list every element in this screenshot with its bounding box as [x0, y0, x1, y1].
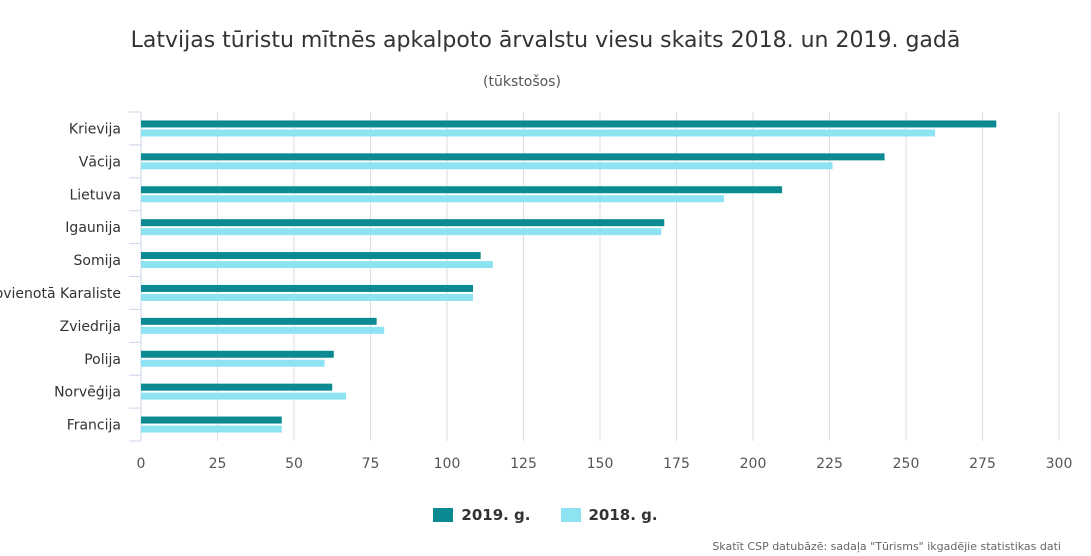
x-tick-label-225: 225: [816, 456, 843, 472]
bar-2019: [141, 350, 334, 358]
x-tick-label-75: 75: [362, 456, 380, 472]
category-label: Igaunija: [65, 220, 121, 236]
bar-2019: [141, 153, 885, 161]
bar-2018: [141, 359, 325, 367]
chart-subtitle: (tūkstošos): [483, 74, 561, 90]
category-label: Francija: [67, 418, 121, 434]
bar-2018: [141, 392, 347, 400]
bar-2018: [141, 195, 724, 203]
x-tick-label-275: 275: [969, 456, 996, 472]
category-label: Krievija: [69, 121, 121, 137]
legend-item-2019[interactable]: 2019. g.: [433, 506, 531, 524]
x-tick-label-25: 25: [209, 456, 227, 472]
chart-title: Latvijas tūristu mītnēs apkalpoto ārvals…: [130, 28, 961, 53]
bar-2018: [141, 261, 493, 269]
bar-2018: [141, 293, 474, 301]
category-label: Norvēģija: [54, 385, 121, 401]
bar-2019: [141, 383, 333, 391]
legend: 2019. g. 2018. g.: [0, 506, 1091, 524]
x-tick-label-150: 150: [587, 456, 614, 472]
bar-2019: [141, 219, 665, 227]
x-tick-label-200: 200: [740, 456, 767, 472]
legend-swatch-2018: [560, 508, 581, 522]
category-label: Polija: [84, 352, 121, 368]
bar-2019: [141, 416, 282, 424]
legend-item-2018[interactable]: 2018. g.: [560, 506, 658, 524]
category-label: Somija: [74, 253, 121, 269]
bar-2019: [141, 186, 783, 194]
bar-2019: [141, 120, 997, 128]
x-tick-label-50: 50: [285, 456, 303, 472]
x-tick-label-100: 100: [434, 456, 461, 472]
category-label: Apvienotā Karaliste: [0, 286, 121, 302]
bar-2018: [141, 228, 662, 236]
bar-2019: [141, 317, 377, 325]
bar-2019: [141, 284, 474, 292]
x-tick-label-125: 125: [510, 456, 537, 472]
category-label: Lietuva: [69, 187, 121, 203]
category-label: Vācija: [79, 154, 121, 170]
legend-swatch-2019: [433, 508, 454, 522]
bar-2019: [141, 252, 481, 260]
legend-label-2019: 2019. g.: [461, 506, 531, 524]
bar-2018: [141, 425, 282, 433]
x-tick-label-0: 0: [137, 456, 146, 472]
legend-label-2018: 2018. g.: [588, 506, 658, 524]
x-tick-label-300: 300: [1046, 456, 1073, 472]
bar-2018: [141, 326, 385, 334]
x-tick-label-175: 175: [663, 456, 690, 472]
x-tick-label-250: 250: [893, 456, 920, 472]
bar-2018: [141, 162, 833, 170]
credits-link[interactable]: Skatīt CSP datubāzē: sadaļa "Tūrisms" ik…: [712, 540, 1061, 553]
category-label: Zviedrija: [60, 319, 121, 335]
bar-2018: [141, 129, 936, 137]
